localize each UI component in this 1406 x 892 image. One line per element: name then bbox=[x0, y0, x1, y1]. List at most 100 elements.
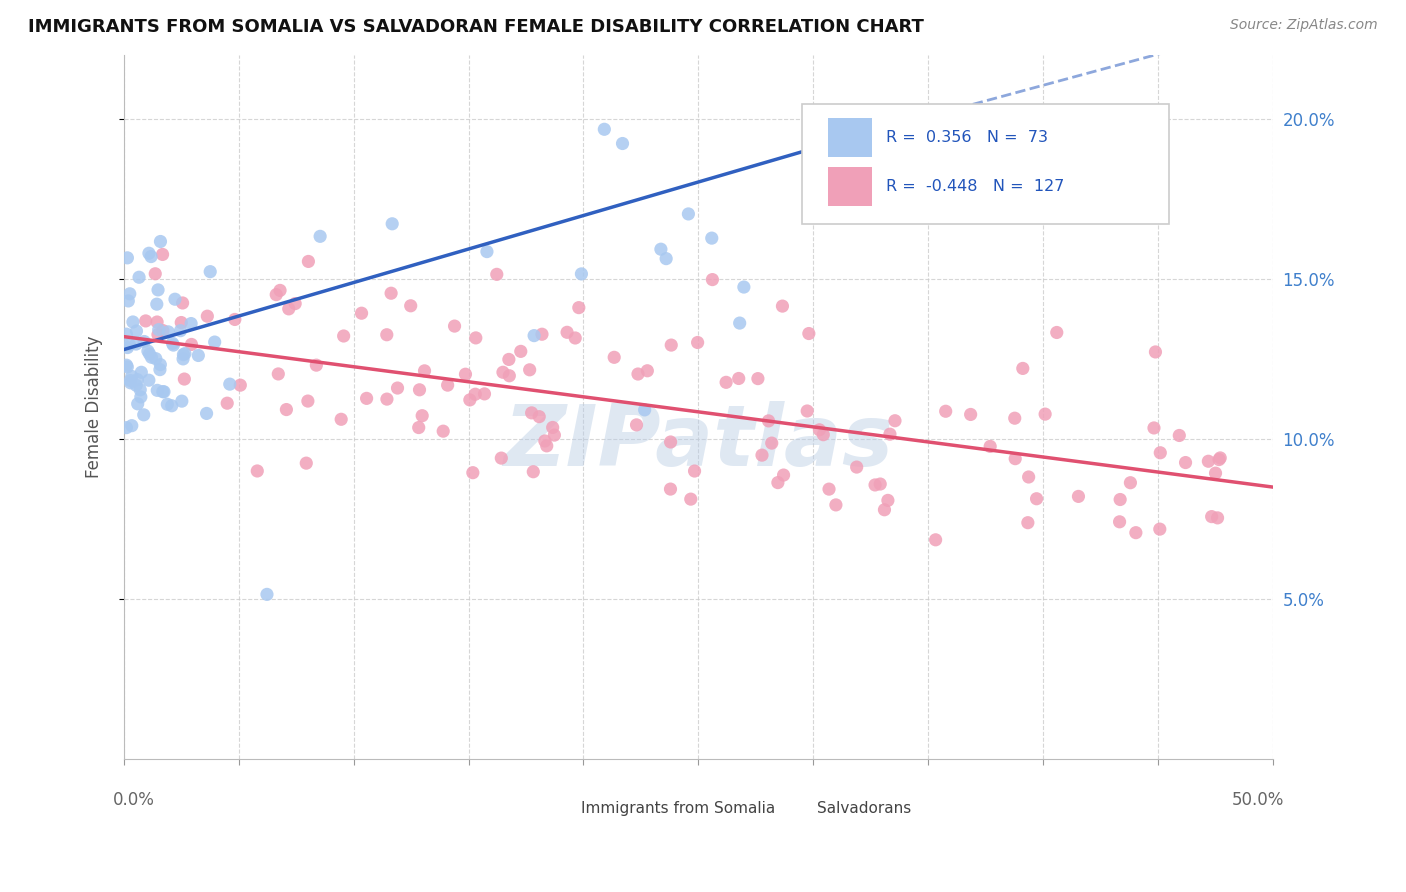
Point bbox=[224, 312, 246, 326]
Point bbox=[125, 324, 148, 338]
Point bbox=[1201, 509, 1223, 524]
Point bbox=[152, 247, 174, 261]
Point bbox=[634, 403, 657, 417]
Point bbox=[523, 328, 546, 343]
Point bbox=[127, 373, 149, 387]
Point bbox=[118, 337, 141, 351]
Bar bbox=[828, 168, 872, 206]
Point bbox=[297, 254, 319, 268]
Point bbox=[454, 368, 477, 382]
Point bbox=[458, 392, 481, 407]
Point bbox=[818, 482, 841, 496]
Point bbox=[863, 478, 886, 492]
Point bbox=[264, 287, 287, 301]
Point bbox=[134, 334, 156, 349]
Point bbox=[305, 358, 328, 372]
Point bbox=[520, 406, 543, 420]
Point bbox=[1004, 451, 1026, 466]
Point bbox=[491, 451, 513, 466]
Point bbox=[700, 231, 723, 245]
Point bbox=[356, 392, 378, 406]
Point bbox=[714, 376, 737, 390]
Point bbox=[309, 229, 332, 244]
Point bbox=[204, 334, 226, 349]
Point bbox=[1025, 491, 1047, 506]
Point bbox=[825, 498, 848, 512]
Bar bbox=[828, 118, 872, 157]
Point bbox=[115, 327, 138, 342]
Point bbox=[873, 502, 896, 516]
Point bbox=[163, 292, 186, 306]
Point bbox=[924, 533, 946, 547]
Point bbox=[125, 337, 148, 351]
Point bbox=[1197, 454, 1219, 468]
Point bbox=[509, 344, 531, 359]
Point bbox=[564, 331, 586, 345]
Point bbox=[636, 364, 658, 378]
Point bbox=[498, 368, 520, 383]
Point bbox=[297, 394, 319, 409]
Point bbox=[1046, 326, 1069, 340]
Point bbox=[603, 351, 626, 365]
Point bbox=[869, 477, 891, 491]
Point bbox=[399, 299, 422, 313]
Point bbox=[571, 267, 593, 281]
Point bbox=[115, 420, 138, 434]
Point bbox=[845, 460, 868, 475]
Point bbox=[555, 326, 578, 340]
Point bbox=[200, 265, 222, 279]
Point bbox=[121, 369, 143, 384]
Point bbox=[568, 301, 591, 315]
Point bbox=[772, 299, 794, 313]
Point bbox=[627, 367, 650, 381]
Point bbox=[350, 306, 373, 320]
Point bbox=[173, 372, 195, 386]
Point bbox=[152, 324, 174, 338]
Point bbox=[522, 465, 544, 479]
Point bbox=[612, 136, 634, 151]
Point bbox=[519, 363, 541, 377]
Point bbox=[172, 351, 194, 366]
Point bbox=[128, 270, 150, 285]
Point bbox=[659, 338, 682, 352]
Point bbox=[727, 371, 749, 385]
Point bbox=[1018, 470, 1040, 484]
Point bbox=[122, 315, 145, 329]
Point bbox=[169, 324, 191, 338]
Point bbox=[1109, 492, 1132, 507]
Point bbox=[659, 482, 682, 496]
Point bbox=[1125, 525, 1147, 540]
Point bbox=[218, 377, 240, 392]
Point bbox=[180, 317, 202, 331]
Point bbox=[146, 283, 169, 297]
Point bbox=[650, 242, 672, 256]
Point bbox=[146, 297, 169, 311]
Point bbox=[380, 286, 402, 301]
Point bbox=[146, 327, 169, 342]
Point bbox=[121, 418, 143, 433]
Point bbox=[1206, 511, 1229, 525]
Point bbox=[474, 387, 496, 401]
Point bbox=[884, 414, 907, 428]
Point bbox=[1067, 490, 1090, 504]
Point bbox=[143, 267, 166, 281]
Point bbox=[979, 439, 1001, 453]
Text: Immigrants from Somalia: Immigrants from Somalia bbox=[581, 801, 776, 816]
Point bbox=[413, 364, 436, 378]
Point bbox=[284, 296, 307, 310]
Point bbox=[655, 252, 678, 266]
Point bbox=[330, 412, 353, 426]
Point bbox=[626, 417, 648, 432]
Point bbox=[277, 301, 299, 316]
Point bbox=[751, 448, 773, 462]
Point bbox=[152, 384, 174, 399]
Point bbox=[702, 272, 724, 286]
Point bbox=[492, 365, 515, 379]
Point bbox=[530, 327, 553, 342]
Point bbox=[229, 378, 252, 392]
Point bbox=[156, 397, 179, 411]
Point bbox=[1208, 452, 1230, 467]
Point bbox=[683, 464, 706, 478]
Bar bbox=[548, 797, 574, 819]
Point bbox=[127, 397, 149, 411]
